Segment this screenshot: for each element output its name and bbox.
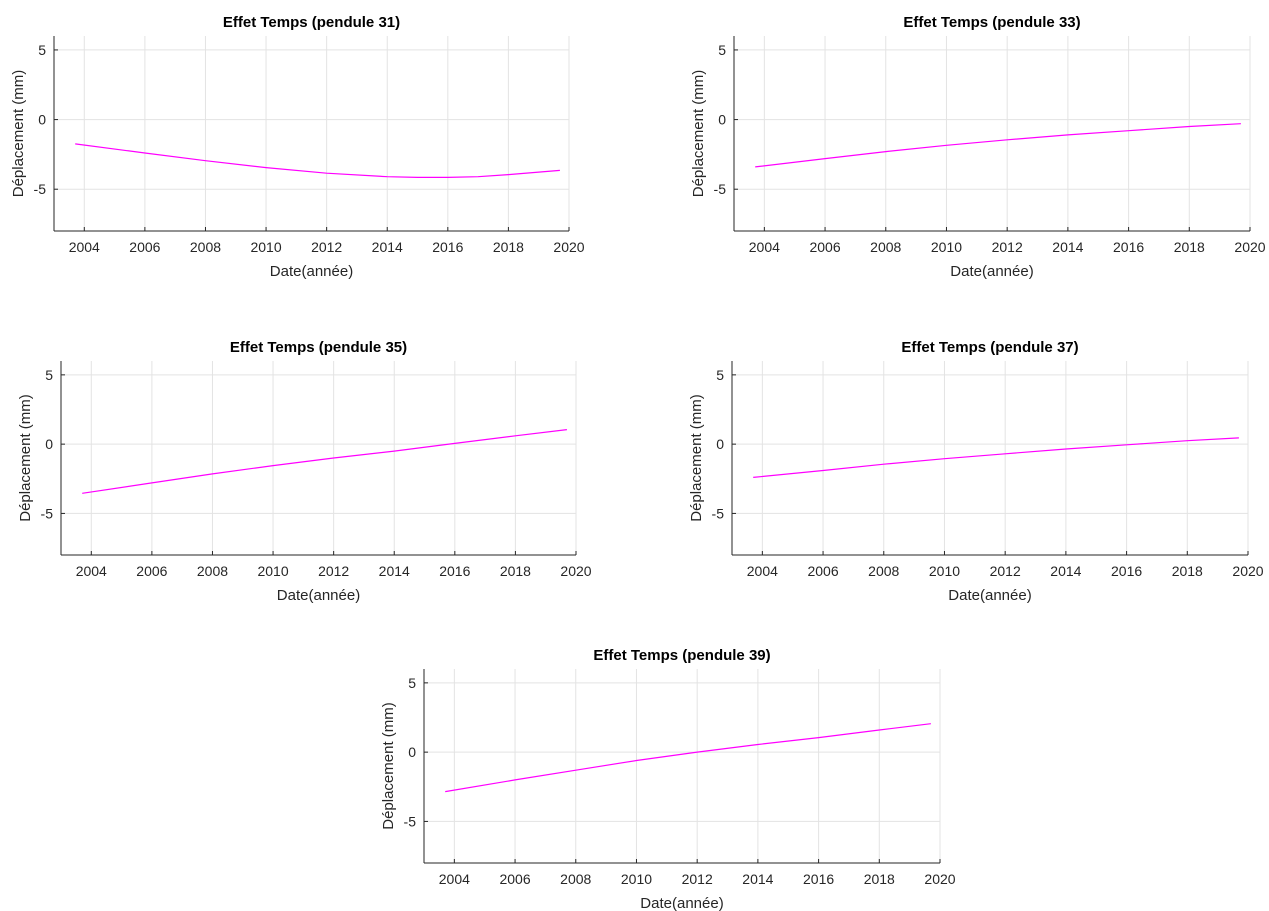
x-tick-label: 2014 [742,871,773,887]
series-line [82,429,567,494]
y-axis-label: Déplacement (mm) [380,702,397,830]
x-tick-label: 2018 [500,563,531,579]
series-line [75,143,560,178]
x-tick-label: 2010 [929,563,960,579]
x-tick-label: 2010 [250,239,281,255]
y-axis-label: Déplacement (mm) [690,70,707,198]
y-tick-label: 0 [408,744,416,760]
x-tick-label: 2008 [868,563,899,579]
x-tick-label: 2014 [372,239,403,255]
chart-title: Effet Temps (pendule 39) [593,647,770,664]
x-tick-label: 2016 [439,563,470,579]
x-axis-label: Date(année) [277,587,360,604]
subplot-5: 2004 2006 2008 2010 2012 2014 2016 2018 2020 -5 0 5… [380,647,956,911]
x-tick-label: 2004 [69,239,100,255]
x-tick-label: 2020 [924,871,955,887]
x-tick-label: 2004 [439,871,470,887]
y-tick-label: -5 [404,813,417,829]
y-axis-label: Déplacement (mm) [688,394,705,522]
x-tick-label: 2008 [197,563,228,579]
x-tick-label: 2018 [864,871,895,887]
chart-title: Effet Temps (pendule 31) [223,14,400,31]
x-axis-label: Date(année) [948,587,1031,604]
x-tick-label: 2014 [1052,239,1083,255]
x-tick-label: 2016 [432,239,463,255]
x-tick-label: 2018 [1174,239,1205,255]
x-tick-label: 2006 [136,563,167,579]
x-tick-label: 2014 [1050,563,1081,579]
subplot-2: 2004 2006 2008 2010 2012 2014 2016 2018 2020 -5 0 5… [690,14,1266,280]
y-axis-label: Déplacement (mm) [10,70,27,198]
x-axis-label: Date(année) [640,895,723,911]
y-tick-label: -5 [41,505,54,521]
x-tick-label: 2006 [129,239,160,255]
y-tick-label: -5 [34,181,47,197]
x-axis-label: Date(année) [950,263,1033,280]
y-tick-label: 0 [45,436,53,452]
x-tick-label: 2016 [1113,239,1144,255]
x-tick-label: 2010 [621,871,652,887]
chart-title: Effet Temps (pendule 35) [230,339,407,356]
x-tick-label: 2004 [749,239,780,255]
x-tick-label: 2012 [990,563,1021,579]
x-tick-label: 2008 [560,871,591,887]
x-tick-label: 2016 [803,871,834,887]
chart-title: Effet Temps (pendule 33) [903,14,1080,31]
series-line [753,437,1239,478]
x-tick-label: 2012 [311,239,342,255]
x-tick-label: 2010 [931,239,962,255]
y-tick-label: 5 [408,675,416,691]
y-tick-label: 5 [38,42,46,58]
x-tick-label: 2018 [1172,563,1203,579]
subplot-4: 2004 2006 2008 2010 2012 2014 2016 2018 2020 -5 0 5… [688,339,1264,604]
x-tick-label: 2004 [76,563,107,579]
x-tick-label: 2006 [499,871,530,887]
x-tick-label: 2012 [992,239,1023,255]
y-tick-label: -5 [712,505,725,521]
chart-title: Effet Temps (pendule 37) [901,339,1078,356]
x-tick-label: 2010 [257,563,288,579]
subplot-3: 2004 2006 2008 2010 2012 2014 2016 2018 2020 -5 0 5… [17,339,592,604]
series-line [445,723,931,793]
x-tick-label: 2008 [870,239,901,255]
x-tick-label: 2012 [318,563,349,579]
x-tick-label: 2006 [809,239,840,255]
x-tick-label: 2006 [807,563,838,579]
subplot-1: 2004 2006 2008 2010 2012 2014 2016 2018 2020 -5 0 5… [10,14,585,280]
x-axis-label: Date(année) [270,263,353,280]
x-tick-label: 2014 [379,563,410,579]
y-tick-label: 5 [45,367,53,383]
x-tick-label: 2012 [682,871,713,887]
x-tick-label: 2020 [1232,563,1263,579]
x-tick-label: 2018 [493,239,524,255]
x-tick-label: 2016 [1111,563,1142,579]
x-tick-label: 2020 [553,239,584,255]
x-tick-label: 2020 [1234,239,1265,255]
y-tick-label: 0 [716,436,724,452]
series-line [755,123,1241,168]
y-tick-label: 0 [718,112,726,128]
x-tick-label: 2004 [747,563,778,579]
y-tick-label: -5 [714,181,727,197]
y-axis-label: Déplacement (mm) [17,394,34,522]
x-tick-label: 2020 [560,563,591,579]
x-tick-label: 2008 [190,239,221,255]
y-tick-label: 0 [38,112,46,128]
y-tick-label: 5 [716,367,724,383]
y-tick-label: 5 [718,42,726,58]
